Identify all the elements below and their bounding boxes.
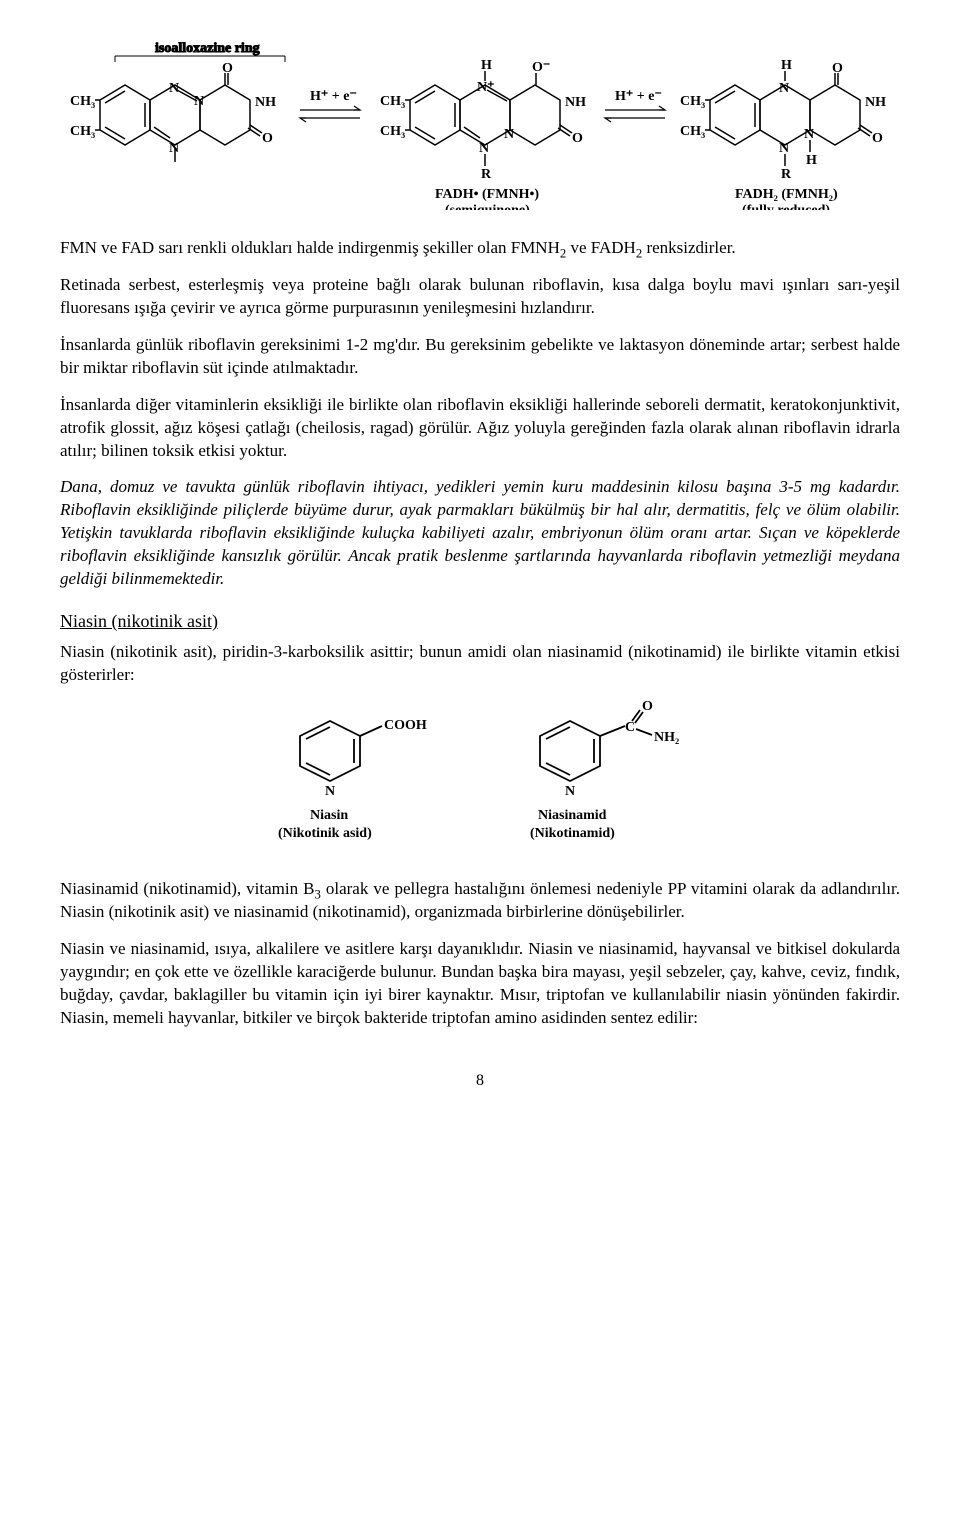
para-1a: FMN ve FAD sarı renkli oldukları halde i… (60, 238, 560, 257)
arrow2-label: H⁺ + e⁻ (615, 89, 662, 104)
label-ominus: O⁻ (532, 60, 550, 75)
label-nh2: NH₂ (654, 730, 679, 745)
caption-semiquinone: (semiquinone) (445, 203, 530, 210)
label-r: R (781, 167, 792, 182)
caption-fullyreduced: (fully reduced) (742, 203, 830, 210)
label-nh: NH (865, 95, 886, 110)
para-8: Niasin ve niasinamid, ısıya, alkalilere … (60, 938, 900, 1030)
svg-text:C: C (625, 720, 635, 735)
caption-niasinamid-alt: (Nikotinamid) (530, 826, 615, 841)
label-n: N (479, 141, 489, 156)
annotation-isoalloxazine: isoalloxazine ring (155, 41, 260, 56)
label-nh: NH (255, 95, 276, 110)
page-number: 8 (60, 1070, 900, 1092)
label-n: N (169, 141, 179, 156)
caption-niasinamid: Niasinamid (538, 808, 607, 823)
label-n: N (779, 141, 789, 156)
label-o: O (262, 131, 273, 146)
label-o: O (872, 131, 883, 146)
label-h: H (781, 58, 792, 73)
figure-flavin-reduction: isoalloxazine ring CH₃ CH₃ N N N NH O O (60, 40, 900, 217)
label-h: H (481, 58, 492, 73)
caption-fadh-dot: FADH• (FMNH•) (435, 187, 539, 202)
arrow1-label: H⁺ + e⁻ (310, 89, 357, 104)
svg-text:O: O (642, 701, 653, 714)
para-1: FMN ve FAD sarı renkli oldukları halde i… (60, 237, 900, 260)
caption-niasin-alt: (Nikotinik asid) (278, 826, 372, 841)
caption-niasin: Niasin (310, 808, 348, 823)
para-6: Niasin (nikotinik asit), piridin-3-karbo… (60, 641, 900, 687)
figure-niacin: N COOH Niasin (Nikotinik asid) N C O NH₂… (60, 701, 900, 858)
svg-text:N: N (325, 784, 335, 799)
para-7a: Niasinamid (nikotinamid), vitamin B (60, 879, 314, 898)
label-ch3: CH₃ (70, 124, 95, 139)
label-ch3: CH₃ (380, 94, 405, 109)
label-o: O (572, 131, 583, 146)
label-n: N (779, 81, 789, 96)
label-ch3: CH₃ (380, 124, 405, 139)
label-n: N (169, 81, 179, 96)
para-1c: renksizdirler. (642, 238, 735, 257)
section-niasin-title: Niasin (nikotinik asit) (60, 609, 900, 633)
label-n: N (504, 127, 514, 142)
label-n: N (804, 127, 814, 142)
label-h: H (806, 153, 817, 168)
para-7: Niasinamid (nikotinamid), vitamin B3 ola… (60, 878, 900, 924)
para-1b: ve FADH (566, 238, 636, 257)
para-2: Retinada serbest, esterleşmiş veya prote… (60, 274, 900, 320)
label-nh: NH (565, 95, 586, 110)
label-cooh: COOH (384, 718, 427, 733)
label-n: N (194, 94, 204, 109)
caption-fadh2: FADH₂ (FMNH₂) (735, 187, 838, 202)
label-ch3: CH₃ (680, 94, 705, 109)
para-3: İnsanlarda günlük riboflavin gereksinimi… (60, 334, 900, 380)
label-o: O (222, 61, 233, 76)
svg-text:N: N (565, 784, 575, 799)
label-ch3: CH₃ (70, 94, 95, 109)
label-ch3: CH₃ (680, 124, 705, 139)
para-5: Dana, domuz ve tavukta günlük riboflavin… (60, 476, 900, 591)
label-o: O (832, 61, 843, 76)
para-4: İnsanlarda diğer vitaminlerin eksikliği … (60, 394, 900, 463)
label-r: R (481, 167, 492, 182)
